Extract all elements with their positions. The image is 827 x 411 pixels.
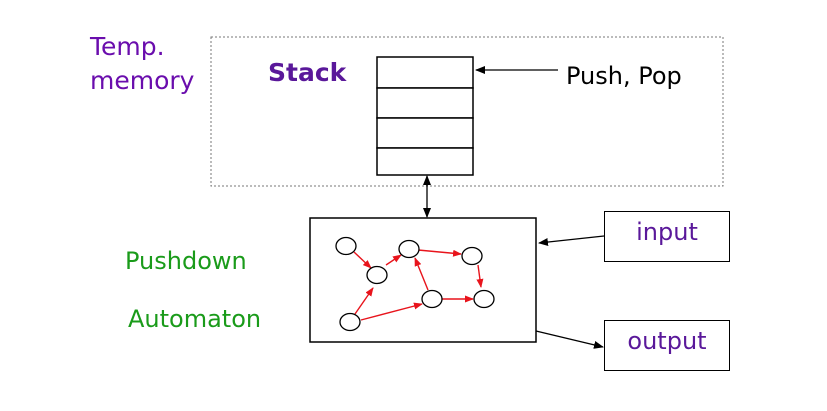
stack-cell <box>376 56 474 89</box>
state-node <box>339 312 361 332</box>
push-pop-label: Push, Pop <box>566 62 682 90</box>
state-node <box>461 246 483 266</box>
stack-cell <box>376 87 474 119</box>
state-node <box>473 289 495 309</box>
temp-memory-region <box>210 36 724 187</box>
output-box: output <box>604 320 730 371</box>
temp-label-line1: Temp. <box>90 32 165 61</box>
automaton-label: Automaton <box>128 305 262 333</box>
state-node <box>421 289 443 309</box>
automaton-edges <box>353 249 484 321</box>
stack-cell <box>376 147 474 176</box>
state-node <box>366 265 388 285</box>
edge <box>417 249 462 257</box>
stack <box>376 56 474 176</box>
stack-cell <box>376 117 474 149</box>
output-label: output <box>627 327 707 355</box>
edge <box>414 257 429 291</box>
edge <box>354 287 374 315</box>
edge <box>353 251 372 269</box>
automaton-states <box>335 236 495 332</box>
pushdown-label: Pushdown <box>125 247 247 275</box>
input-arrow <box>538 235 605 247</box>
temp-label-line2: memory <box>90 66 195 95</box>
state-node <box>335 236 357 256</box>
temp-memory-label: Temp. memory <box>90 30 194 98</box>
input-box: input <box>604 211 730 262</box>
edge <box>476 264 484 288</box>
edge <box>360 302 423 321</box>
stack-label: Stack <box>268 58 347 87</box>
edge <box>385 254 402 266</box>
input-label: input <box>636 218 698 246</box>
output-arrow <box>535 330 604 349</box>
state-node <box>398 239 420 259</box>
